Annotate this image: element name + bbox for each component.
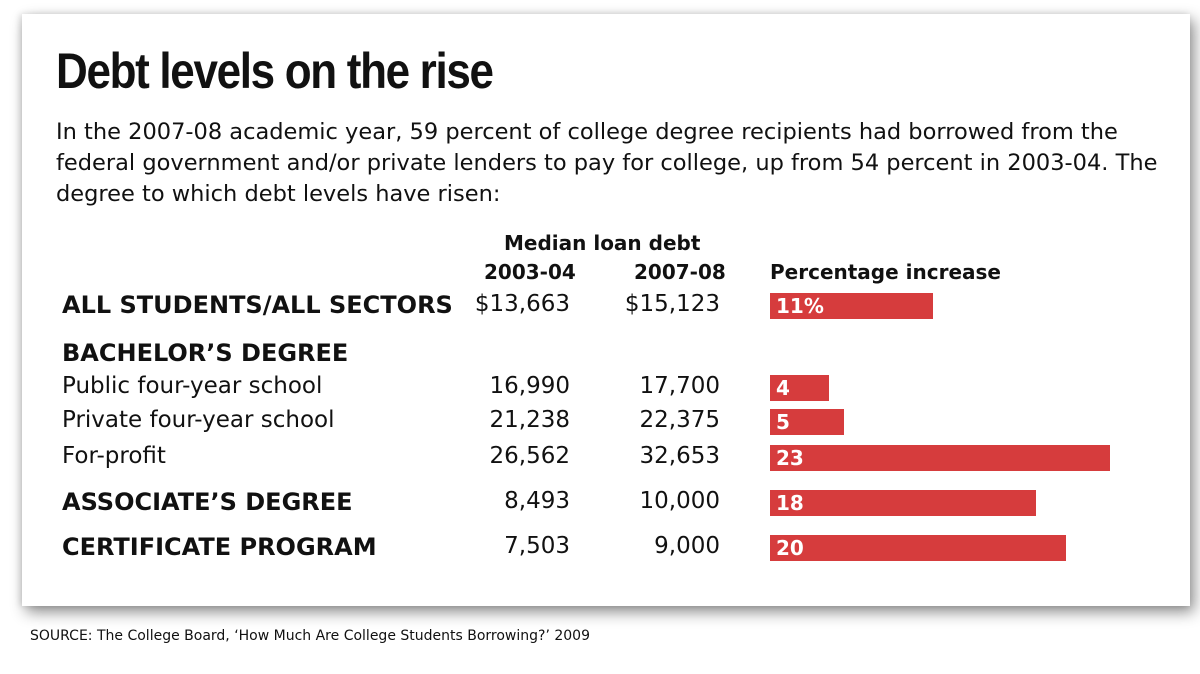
increase-bar-certificate-program: 20 bbox=[770, 535, 1066, 561]
median-loan-debt-header: Median loan debt bbox=[504, 231, 701, 255]
row-label-associate-s-degree: ASSOCIATE’S DEGREE bbox=[62, 488, 353, 516]
increase-label-certificate-program: 20 bbox=[776, 536, 804, 560]
value-2003-public-four-year-school: 16,990 bbox=[489, 373, 570, 399]
row-label-certificate-program: CERTIFICATE PROGRAM bbox=[62, 533, 377, 561]
increase-label-associate-s-degree: 18 bbox=[776, 491, 804, 515]
row-label-bachelor-s-degree: BACHELOR’S DEGREE bbox=[62, 339, 349, 367]
row-label-all-students-all-sectors: ALL STUDENTS/ALL SECTORS bbox=[62, 291, 453, 319]
chart-title: Debt levels on the rise bbox=[56, 43, 494, 99]
increase-label-for-profit: 23 bbox=[776, 446, 804, 470]
value-2008-certificate-program: 9,000 bbox=[654, 533, 720, 559]
increase-bar-private-four-year-school: 5 bbox=[770, 409, 844, 435]
value-2003-for-profit: 26,562 bbox=[489, 443, 570, 469]
value-2003-associate-s-degree: 8,493 bbox=[504, 488, 570, 514]
col-2003-header: 2003-04 bbox=[484, 260, 576, 284]
increase-label-private-four-year-school: 5 bbox=[776, 410, 790, 434]
increase-bar-public-four-year-school: 4 bbox=[770, 375, 829, 401]
row-label-public-four-year-school: Public four-year school bbox=[62, 373, 323, 399]
value-2003-private-four-year-school: 21,238 bbox=[489, 407, 570, 433]
pct-increase-header: Percentage increase bbox=[770, 260, 1001, 284]
increase-bar-all-students-all-sectors: 11% bbox=[770, 293, 933, 319]
value-2008-private-four-year-school: 22,375 bbox=[639, 407, 720, 433]
increase-label-all-students-all-sectors: 11% bbox=[776, 294, 824, 318]
value-2003-all-students-all-sectors: $13,663 bbox=[474, 291, 570, 317]
increase-label-public-four-year-school: 4 bbox=[776, 376, 790, 400]
value-2003-certificate-program: 7,503 bbox=[504, 533, 570, 559]
value-2008-associate-s-degree: 10,000 bbox=[639, 488, 720, 514]
row-label-private-four-year-school: Private four-year school bbox=[62, 407, 335, 433]
intro-text: In the 2007-08 academic year, 59 percent… bbox=[56, 119, 1158, 207]
value-2008-public-four-year-school: 17,700 bbox=[639, 373, 720, 399]
row-label-for-profit: For-profit bbox=[62, 443, 166, 469]
increase-bar-associate-s-degree: 18 bbox=[770, 490, 1036, 516]
value-2008-all-students-all-sectors: $15,123 bbox=[624, 291, 720, 317]
value-2008-for-profit: 32,653 bbox=[639, 443, 720, 469]
col-2008-header: 2007-08 bbox=[634, 260, 726, 284]
increase-bar-for-profit: 23 bbox=[770, 445, 1110, 471]
source-note: SOURCE: The College Board, ‘How Much Are… bbox=[30, 628, 590, 644]
